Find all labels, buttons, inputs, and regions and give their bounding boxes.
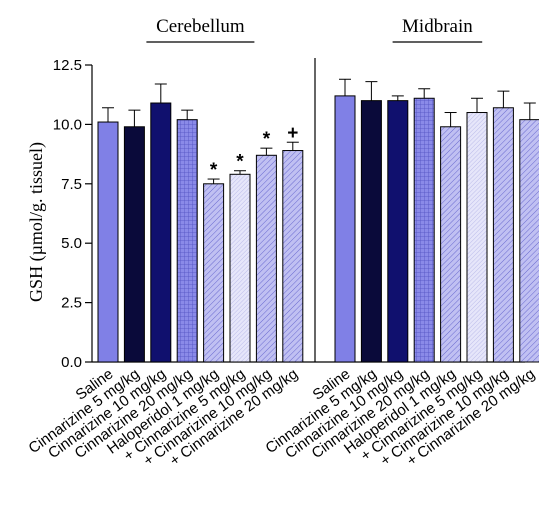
bar: [123, 126, 145, 363]
group-title: Cerebellum: [156, 16, 245, 37]
bar: [387, 100, 409, 363]
bar: [466, 112, 488, 363]
bar: [519, 119, 539, 363]
significance-marker: *: [210, 160, 218, 181]
significance-marker: *: [236, 152, 244, 173]
bar: [334, 95, 356, 363]
significance-marker: *: [263, 129, 271, 150]
y-tick-label: 12.5: [53, 57, 82, 74]
bar: [440, 126, 462, 363]
bar: [492, 107, 514, 363]
y-axis-title: GSH (µmol/g. tissuel): [26, 142, 47, 302]
y-tick-label: 7.5: [61, 176, 82, 193]
bar: [203, 183, 225, 363]
bar: [360, 100, 382, 363]
bar: [413, 97, 435, 363]
y-tick-label: 2.5: [61, 295, 82, 312]
bar: [229, 173, 251, 363]
bar: [282, 150, 304, 363]
significance-marker: +: [287, 123, 298, 144]
bar: [176, 119, 198, 363]
bar: [150, 102, 172, 363]
bar: [255, 154, 277, 363]
bar: [97, 121, 119, 363]
y-tick-label: 5.0: [61, 235, 82, 252]
y-tick-label: 10.0: [53, 116, 82, 133]
y-tick-label: 0.0: [61, 354, 82, 371]
bars: [97, 78, 539, 363]
group-title: Midbrain: [402, 16, 473, 37]
